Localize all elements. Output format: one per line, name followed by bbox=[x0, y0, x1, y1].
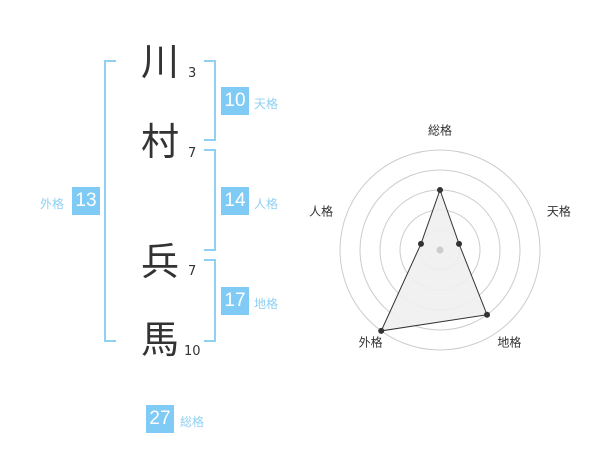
stroke-count-3: 7 bbox=[188, 264, 197, 279]
chikaku-value: 17 bbox=[221, 287, 249, 315]
radar-point bbox=[484, 311, 491, 318]
radar-ring bbox=[339, 149, 541, 351]
gaikaku-bracket bbox=[104, 60, 116, 342]
chikaku-bracket bbox=[204, 259, 216, 342]
soukaku-label: 総格 bbox=[180, 415, 205, 429]
stroke-count-4: 10 bbox=[184, 344, 201, 359]
gaikaku-label: 外格 bbox=[40, 197, 65, 211]
gaikaku-value: 13 bbox=[72, 187, 100, 215]
radar-axis-label: 人格 bbox=[309, 204, 334, 219]
radar-point bbox=[437, 187, 443, 193]
radar-point bbox=[417, 240, 424, 247]
radar-point bbox=[378, 327, 385, 334]
radar-point bbox=[456, 240, 463, 247]
radar-area bbox=[380, 188, 488, 332]
tenkaku-bracket bbox=[204, 60, 216, 141]
name-char-2: 村 bbox=[140, 120, 179, 164]
radar-axis-label: 外格 bbox=[358, 335, 383, 350]
soukaku-value: 27 bbox=[146, 405, 174, 433]
chikaku-label: 地格 bbox=[254, 297, 279, 311]
stroke-count-1: 3 bbox=[188, 66, 197, 81]
name-char-4: 馬 bbox=[140, 318, 179, 362]
jinkaku-label: 人格 bbox=[254, 197, 279, 211]
jinkaku-bracket bbox=[204, 149, 216, 251]
name-char-3: 兵 bbox=[140, 240, 179, 284]
jinkaku-value: 14 bbox=[221, 187, 249, 215]
radar-axis-label: 地格 bbox=[497, 335, 522, 350]
radar-ring bbox=[359, 169, 521, 331]
radar-axis-label: 天格 bbox=[546, 204, 571, 219]
name-char-1: 川 bbox=[140, 40, 179, 84]
radar-center bbox=[436, 246, 444, 254]
tenkaku-label: 天格 bbox=[254, 97, 279, 111]
stroke-count-2: 7 bbox=[188, 146, 197, 161]
radar-axis-label: 総格 bbox=[427, 123, 453, 138]
tenkaku-value: 10 bbox=[221, 87, 249, 115]
